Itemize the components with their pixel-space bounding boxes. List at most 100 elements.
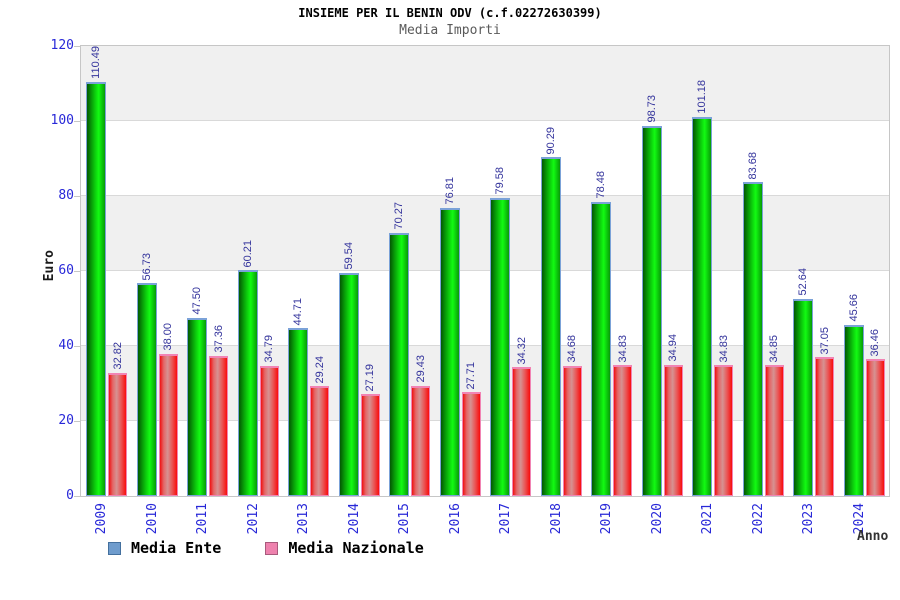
- bar-media-ente-2023: [793, 298, 813, 496]
- x-tick-label-2010: 2010: [144, 503, 160, 535]
- bar-media-nazionale-2013: [310, 386, 329, 496]
- legend-label-media-nazionale: Media Nazionale: [288, 539, 424, 557]
- bar-value-label: 38.00: [162, 322, 174, 351]
- bar-media-nazionale-2020: [663, 364, 683, 496]
- bar-value-label: 45.66: [847, 294, 860, 322]
- bar-media-ente-2021: [692, 116, 712, 496]
- bar-media-ente-2020: [641, 125, 662, 496]
- x-tick-label-2012: 2012: [245, 503, 261, 535]
- x-tick-label-2013: 2013: [296, 503, 311, 535]
- bar-value-label: 34.83: [717, 334, 730, 363]
- bar-value-label: 32.82: [111, 342, 124, 370]
- x-tick-label-2019: 2019: [599, 503, 614, 535]
- bar-value-label: 98.73: [645, 95, 658, 123]
- bar-value-label: 34.85: [768, 334, 780, 363]
- bar-value-label: 79.58: [494, 167, 506, 195]
- bar-value-label: 101.18: [696, 79, 708, 114]
- bar-media-ente-2011: [187, 317, 207, 496]
- bar-media-ente-2010: [136, 283, 157, 496]
- bar-media-nazionale-2022: [764, 365, 784, 496]
- chart-title: INSIEME PER IL BENIN ODV (c.f.0227263039…: [298, 6, 602, 20]
- bar-value-label: 90.29: [544, 126, 557, 155]
- y-tick: [74, 271, 80, 272]
- legend-swatch-media-nazionale: [265, 541, 279, 555]
- bar-media-ente-2019: [591, 201, 611, 496]
- bar-value-label: 56.73: [140, 252, 153, 281]
- bar-media-nazionale-2009: [108, 372, 127, 496]
- bar-media-ente-2018: [540, 157, 561, 496]
- x-tick-label-2018: 2018: [548, 503, 564, 535]
- bar-value-label: 34.83: [616, 334, 629, 363]
- bar-value-label: 78.48: [595, 171, 607, 199]
- y-tick: [74, 121, 80, 122]
- bar-value-label: 44.71: [292, 297, 304, 326]
- bar-value-label: 36.46: [869, 328, 881, 357]
- y-tick: [74, 421, 80, 422]
- y-tick-label: 60: [58, 263, 74, 278]
- bar-value-label: 37.05: [818, 326, 831, 355]
- x-tick-label-2014: 2014: [346, 503, 362, 535]
- bar-media-ente-2017: [490, 197, 510, 496]
- bar-value-label: 34.32: [515, 336, 528, 365]
- bar-value-label: 110.49: [90, 45, 102, 79]
- bar-value-label: 76.81: [443, 177, 456, 205]
- x-tick-label-2022: 2022: [750, 503, 766, 535]
- y-tick-label: 40: [58, 338, 74, 353]
- bar-media-nazionale-2018: [562, 365, 582, 496]
- gridline: [81, 420, 889, 421]
- gridline: [81, 270, 889, 271]
- bar-value-label: 83.68: [746, 151, 759, 180]
- bar-value-label: 52.64: [797, 268, 809, 296]
- bar-media-ente-2013: [288, 328, 308, 496]
- bar-media-ente-2024: [843, 324, 864, 496]
- bar-media-ente-2022: [742, 182, 763, 496]
- bar-value-label: 59.54: [342, 242, 355, 270]
- y-tick: [74, 496, 80, 497]
- legend-label-media-ente: Media Ente: [131, 539, 222, 557]
- bar-media-nazionale-2021: [714, 365, 733, 496]
- bar-media-ente-2016: [439, 207, 460, 496]
- chart-subtitle: Media Importi: [399, 23, 501, 38]
- x-tick-label-2009: 2009: [94, 503, 109, 535]
- y-tick-label: 80: [58, 188, 74, 203]
- x-tick-label-2016: 2016: [447, 503, 463, 535]
- bar-value-label: 27.71: [465, 361, 477, 390]
- plot-band: [81, 46, 889, 121]
- plot-area: 110.49 56.73 47.50 60.21 44.71 59.54 70.27 76.8…: [80, 45, 890, 497]
- y-tick-label: 0: [66, 488, 74, 503]
- y-tick-label: 120: [50, 38, 74, 53]
- bar-media-nazionale-2011: [209, 355, 228, 496]
- x-tick-label-2020: 2020: [649, 503, 665, 535]
- bar-value-label: 27.19: [364, 363, 376, 392]
- bar-media-ente-2015: [389, 232, 409, 496]
- bar-media-nazionale-2012: [259, 365, 279, 496]
- bar-media-nazionale-2015: [411, 385, 430, 496]
- bar-value-label: 70.27: [393, 201, 405, 230]
- y-tick: [74, 46, 80, 47]
- bar-value-label: 34.94: [667, 334, 679, 362]
- bar-media-nazionale-2017: [512, 367, 531, 496]
- bar-media-nazionale-2024: [865, 359, 885, 496]
- bar-media-nazionale-2023: [815, 357, 834, 496]
- bar-media-nazionale-2014: [360, 394, 380, 496]
- legend: Media Ente Media Nazionale: [108, 539, 424, 557]
- gridline: [81, 120, 889, 121]
- bar-value-label: 29.43: [414, 355, 427, 383]
- x-tick-label-2015: 2015: [397, 503, 412, 535]
- y-tick: [74, 196, 80, 197]
- bar-value-label: 60.21: [241, 239, 254, 268]
- y-tick-label: 20: [58, 413, 74, 428]
- bar-media-nazionale-2019: [613, 365, 632, 496]
- x-tick-label-2017: 2017: [498, 503, 513, 535]
- bar-media-nazionale-2016: [461, 392, 481, 496]
- bar-value-label: 29.24: [313, 355, 326, 384]
- bar-value-label: 37.36: [212, 325, 225, 353]
- bar-media-ente-2012: [237, 270, 258, 496]
- bar-media-ente-2014: [338, 272, 359, 496]
- bar-media-ente-2009: [86, 81, 106, 496]
- y-tick-label: 100: [50, 113, 74, 128]
- y-tick: [74, 346, 80, 347]
- x-tick-label-2021: 2021: [700, 503, 715, 535]
- legend-swatch-media-ente: [108, 541, 121, 555]
